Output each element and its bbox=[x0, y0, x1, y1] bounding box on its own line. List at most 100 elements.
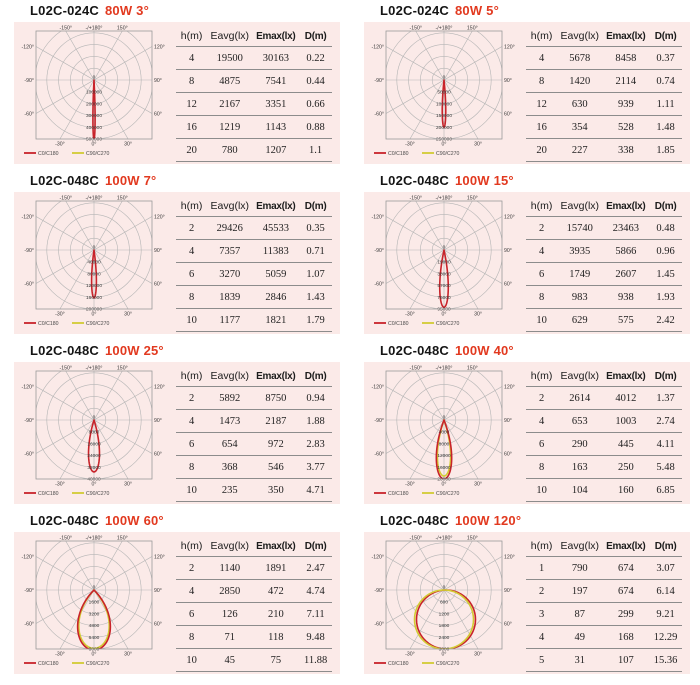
model-number: L02C-048C bbox=[30, 513, 99, 528]
cell-eavg: 3270 bbox=[219, 268, 241, 280]
table-header-row: h(m) Eavg(lx) Emax(lx) D(m) bbox=[176, 540, 332, 557]
cell-height: 3 bbox=[538, 608, 545, 620]
angle-label: 90° bbox=[154, 418, 162, 424]
col-header-height: h(m) bbox=[180, 540, 203, 552]
cell-eavg: 653 bbox=[571, 415, 588, 427]
cell-emax: 1821 bbox=[265, 314, 287, 326]
table-row: 6 126 210 7.11 bbox=[176, 603, 332, 626]
table-row: 2 2614 4012 1.37 bbox=[526, 387, 682, 410]
polar-chart-svg: 1600 3200 4800 6400 8000 0 -150° -/+180° 150° -12… bbox=[22, 536, 165, 667]
cell-d: 9.21 bbox=[656, 608, 675, 620]
legend-label: C90/C270 bbox=[86, 151, 109, 157]
table-header-row: h(m) Eavg(lx) Emax(lx) D(m) bbox=[176, 30, 332, 47]
illuminance-table: h(m) Eavg(lx) Emax(lx) D(m) 2 1140 1891 … bbox=[176, 540, 332, 672]
angle-label: -/+180° bbox=[436, 536, 453, 542]
panel-title: L02C-048C 100W 15° bbox=[380, 174, 690, 188]
cell-height: 8 bbox=[188, 631, 195, 643]
table-row: 4 5678 8458 0.37 bbox=[526, 47, 682, 70]
cell-emax: 1207 bbox=[265, 144, 287, 156]
table-row: 2 29426 45533 0.35 bbox=[176, 217, 332, 240]
ring-value-label: 8000 bbox=[439, 441, 450, 447]
table-row: 10 235 350 4.71 bbox=[176, 479, 332, 502]
photometric-curve bbox=[441, 79, 447, 128]
cell-emax: 75 bbox=[270, 654, 282, 666]
ring-value-label: 8000 bbox=[89, 430, 100, 436]
cell-height: 4 bbox=[188, 52, 195, 64]
chart-border bbox=[35, 540, 153, 650]
table-row: 2 1140 1891 2.47 bbox=[176, 557, 332, 580]
panel-title: L02C-048C 100W 7° bbox=[30, 174, 340, 188]
cell-emax: 2607 bbox=[615, 268, 637, 280]
cell-height: 2 bbox=[538, 585, 545, 597]
cell-height: 10 bbox=[536, 484, 547, 496]
angle-label: 90° bbox=[504, 78, 512, 84]
cell-d: 2.47 bbox=[306, 562, 325, 574]
table-row: 4 49 168 12.29 bbox=[526, 626, 682, 649]
cell-d: 4.71 bbox=[306, 484, 325, 496]
center-zero-label: 0 bbox=[443, 74, 446, 80]
cell-eavg: 1839 bbox=[219, 291, 241, 303]
cell-d: 1.45 bbox=[656, 268, 675, 280]
cell-d: 6.14 bbox=[656, 585, 675, 597]
cell-emax: 938 bbox=[617, 291, 634, 303]
cell-emax: 45533 bbox=[262, 222, 289, 234]
angle-label: -/+180° bbox=[436, 196, 453, 202]
angle-label: 30° bbox=[124, 142, 132, 148]
table-row: 8 1420 2114 0.74 bbox=[526, 70, 682, 93]
col-header-eavg: Eavg(lx) bbox=[560, 30, 600, 42]
angle-label: -120° bbox=[22, 44, 34, 50]
cell-emax: 107 bbox=[617, 654, 634, 666]
photometric-curve bbox=[415, 589, 477, 649]
cell-eavg: 1749 bbox=[569, 268, 591, 280]
center-zero-label: 0 bbox=[93, 414, 96, 420]
angle-label: -150° bbox=[409, 196, 421, 202]
ring-value-label: 95000 bbox=[437, 307, 451, 313]
table-row: 10 1177 1821 1.79 bbox=[176, 309, 332, 332]
angle-label: -/+180° bbox=[436, 26, 453, 32]
table-header-row: h(m) Eavg(lx) Emax(lx) D(m) bbox=[526, 30, 682, 47]
cell-height: 2 bbox=[538, 222, 545, 234]
cell-height: 16 bbox=[536, 121, 547, 133]
cell-emax: 674 bbox=[617, 585, 634, 597]
angle-label: -120° bbox=[372, 44, 384, 50]
ring-value-label: 250000 bbox=[436, 137, 452, 143]
photometric-curve bbox=[90, 249, 98, 299]
ring-value-label: 3000 bbox=[439, 647, 450, 653]
cell-emax: 118 bbox=[268, 631, 284, 643]
angle-label: -150° bbox=[409, 536, 421, 542]
cell-height: 8 bbox=[188, 75, 195, 87]
center-zero-label: 0 bbox=[443, 244, 446, 250]
panel-title: L02C-024C 80W 3° bbox=[30, 4, 340, 18]
cell-d: 4.11 bbox=[656, 438, 675, 450]
angle-label: 60° bbox=[154, 621, 162, 627]
table-row: 2 15740 23463 0.48 bbox=[526, 217, 682, 240]
angle-label: 60° bbox=[504, 281, 512, 287]
table-row: 1 790 674 3.07 bbox=[526, 557, 682, 580]
photometric-curve bbox=[438, 249, 450, 309]
cell-eavg: 1140 bbox=[219, 562, 241, 574]
cell-d: 1.79 bbox=[306, 314, 325, 326]
cell-eavg: 629 bbox=[571, 314, 588, 326]
ring-value-label: 16000 bbox=[437, 465, 451, 471]
angle-label: 120° bbox=[154, 554, 165, 560]
angle-label: -150° bbox=[409, 366, 421, 372]
angle-label: 60° bbox=[504, 621, 512, 627]
ring-value-label: 160000 bbox=[86, 295, 102, 301]
cell-d: 9.48 bbox=[306, 631, 325, 643]
chart-border bbox=[35, 200, 153, 310]
ring-value-label: 150000 bbox=[436, 113, 452, 119]
cell-d: 0.48 bbox=[656, 222, 675, 234]
cell-d: 0.71 bbox=[306, 245, 325, 257]
cell-eavg: 630 bbox=[571, 98, 588, 110]
panel-title: L02C-048C 100W 120° bbox=[380, 514, 690, 528]
angle-label: 60° bbox=[504, 111, 512, 117]
photometric-panel: L02C-024C 80W 3° 100000 200000 300000 400000… bbox=[14, 3, 340, 164]
cell-d: 1.37 bbox=[656, 392, 675, 404]
center-zero-label: 0 bbox=[93, 74, 96, 80]
photometric-curve bbox=[436, 419, 452, 477]
table-rows: 2 29426 45533 0.35 4 7357 11383 0.71 6 3… bbox=[176, 217, 332, 332]
cell-d: 2.74 bbox=[656, 415, 675, 427]
table-rows: 2 2614 4012 1.37 4 653 1003 2.74 6 290 4… bbox=[526, 387, 682, 502]
photometric-curve bbox=[92, 79, 96, 139]
polar-distribution-diagram: 50000 100000 150000 200000 250000 0 -150° -/+18… bbox=[366, 25, 522, 162]
